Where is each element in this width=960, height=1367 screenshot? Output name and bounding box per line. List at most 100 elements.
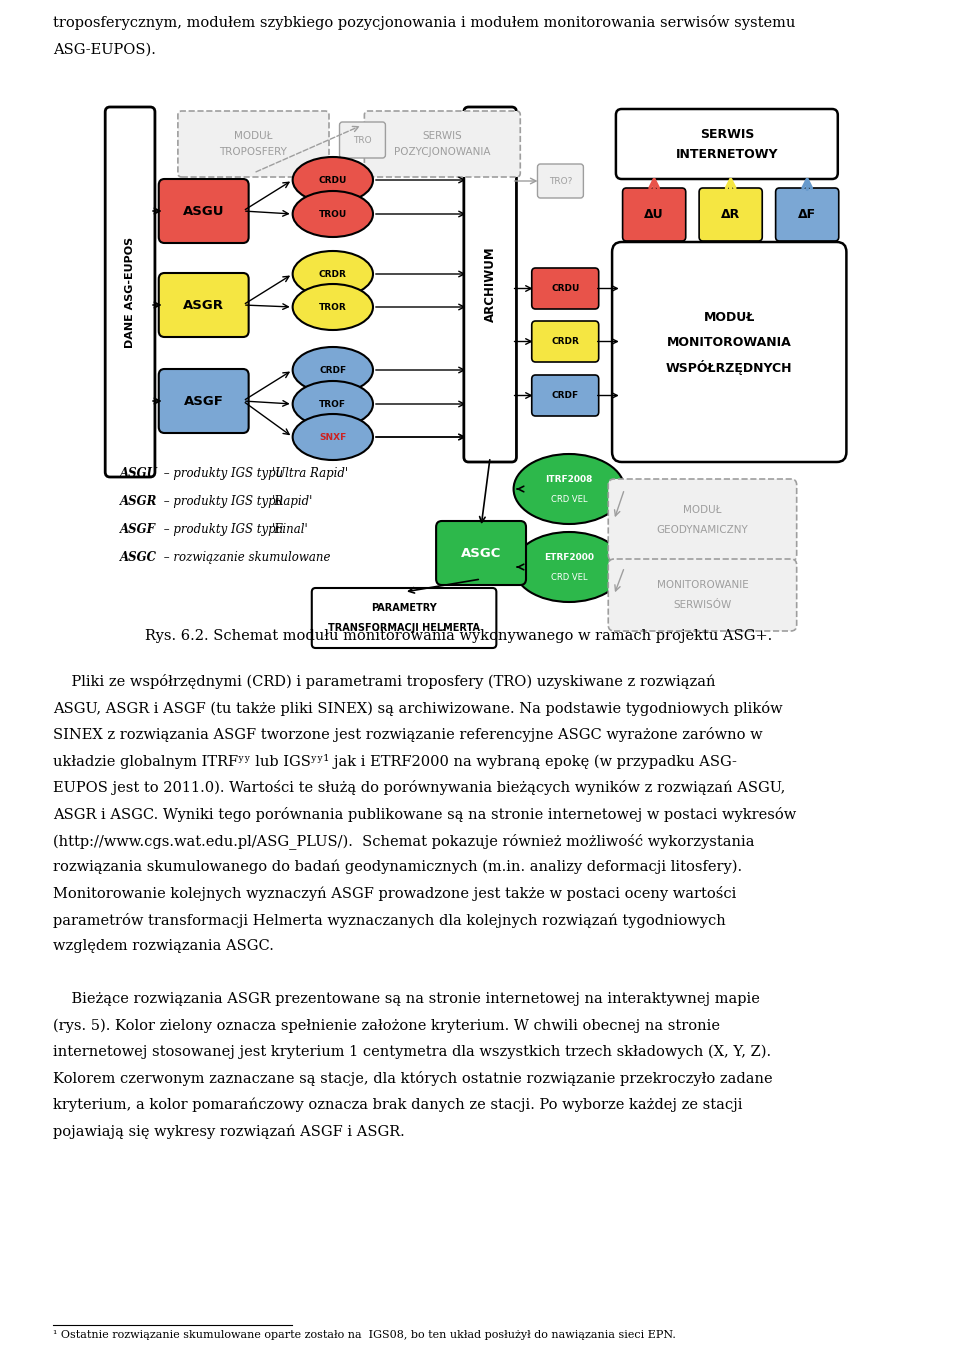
Ellipse shape [293,252,373,297]
FancyBboxPatch shape [609,559,797,632]
FancyBboxPatch shape [538,164,584,198]
Text: SERWISÓW: SERWISÓW [673,600,732,610]
Text: CRDR: CRDR [319,269,347,279]
Text: MODUŁ: MODUŁ [684,504,722,515]
Text: TROF: TROF [320,399,347,409]
Text: ETRF2000: ETRF2000 [544,552,594,562]
Text: ¹ Ostatnie rozwiązanie skumulowane oparte zostało na  IGS08, bo ten układ posłuż: ¹ Ostatnie rozwiązanie skumulowane opart… [53,1330,676,1340]
FancyBboxPatch shape [532,268,599,309]
FancyBboxPatch shape [312,588,496,648]
FancyBboxPatch shape [699,189,762,241]
Text: internetowej stosowanej jest kryterium 1 centymetra dla wszystkich trzech składo: internetowej stosowanej jest kryterium 1… [53,1044,771,1059]
Text: ARCHIWUM: ARCHIWUM [484,246,496,323]
Text: troposferycznym, modułem szybkiego pozycjonowania i modułem monitorowania serwis: troposferycznym, modułem szybkiego pozyc… [53,15,795,30]
Text: CRD VEL: CRD VEL [551,495,588,503]
Text: CRDU: CRDU [319,175,347,185]
Text: EUPOS jest to 2011.0). Wartości te służą do porównywania bieżących wyników z roz: EUPOS jest to 2011.0). Wartości te służą… [53,781,785,796]
FancyBboxPatch shape [158,273,249,338]
Text: TROU: TROU [319,209,347,219]
Text: SINEX z rozwiązania ASGF tworzone jest rozwiązanie referencyjne ASGC wyrażone za: SINEX z rozwiązania ASGF tworzone jest r… [53,727,762,742]
Text: CRDU: CRDU [551,284,580,293]
Text: Monitorowanie kolejnych wyznaczyń ASGF prowadzone jest także w postaci oceny war: Monitorowanie kolejnych wyznaczyń ASGF p… [53,886,736,901]
FancyBboxPatch shape [340,122,385,159]
Text: ASGU: ASGU [120,468,157,480]
Text: TRO?: TRO? [549,176,572,186]
Text: CRDR: CRDR [551,338,579,346]
Ellipse shape [293,414,373,461]
Text: TRO: TRO [353,135,372,145]
Text: ASGR: ASGR [183,298,225,312]
Text: kryterium, a kolor pomarańczowy oznacza brak danych ze stacji. Po wyborze każdej: kryterium, a kolor pomarańczowy oznacza … [53,1098,742,1113]
FancyBboxPatch shape [178,111,329,176]
Text: układzie globalnym ITRFʸʸ lub IGSʸʸ¹ jak i ETRF2000 na wybraną epokę (w przypadk: układzie globalnym ITRFʸʸ lub IGSʸʸ¹ jak… [53,753,736,768]
Text: – produkty IGS typu: – produkty IGS typu [159,495,287,509]
Text: – rozwiązanie skumulowane: – rozwiązanie skumulowane [159,551,330,565]
Text: CRDF: CRDF [552,391,579,401]
Ellipse shape [293,157,373,204]
Ellipse shape [293,284,373,329]
Text: TROPOSFERY: TROPOSFERY [220,148,287,157]
Text: Kolorem czerwonym zaznaczane są stacje, dla których ostatnie rozwiązanie przekro: Kolorem czerwonym zaznaczane są stacje, … [53,1072,772,1087]
Text: ΔR: ΔR [721,208,740,221]
Text: Pliki ze współrzędnymi (CRD) i parametrami troposfery (TRO) uzyskiwane z rozwiąz: Pliki ze współrzędnymi (CRD) i parametra… [53,674,715,689]
Text: ASGR: ASGR [120,495,156,509]
Text: ΔF: ΔF [798,208,816,221]
Text: MODUŁ: MODUŁ [234,131,273,141]
Text: – produkty IGS typu: – produkty IGS typu [159,524,287,536]
Text: (rys. 5). Kolor zielony oznacza spełnienie założone kryterium. W chwili obecnej : (rys. 5). Kolor zielony oznacza spełnien… [53,1018,720,1033]
Text: ASGU: ASGU [183,205,225,217]
Text: ΔU: ΔU [644,208,664,221]
Text: TROR: TROR [319,302,347,312]
FancyBboxPatch shape [609,478,797,560]
FancyBboxPatch shape [106,107,155,477]
FancyBboxPatch shape [612,242,847,462]
Text: SNXF: SNXF [319,432,347,442]
Text: 'Ultra Rapid': 'Ultra Rapid' [273,468,348,480]
Text: pojawiają się wykresy rozwiązań ASGF i ASGR.: pojawiają się wykresy rozwiązań ASGF i A… [53,1125,404,1139]
Text: ASGF: ASGF [120,524,156,536]
Text: Rys. 6.2. Schemat modułu monitorowania wykonywanego w ramach projektu ASG+.: Rys. 6.2. Schemat modułu monitorowania w… [145,629,773,642]
Text: SERWIS: SERWIS [422,131,462,141]
Text: (http://www.cgs.wat.edu.pl/ASG_PLUS/).  Schemat pokazuje również możliwość wykor: (http://www.cgs.wat.edu.pl/ASG_PLUS/). S… [53,833,755,849]
Text: rozwiązania skumulowanego do badań geodynamicznych (m.in. analizy deformacji lit: rozwiązania skumulowanego do badań geody… [53,860,742,874]
Text: GEODYNAMICZNY: GEODYNAMICZNY [657,525,749,534]
Text: ASGR i ASGC. Wyniki tego porównania publikowane są na stronie internetowej w pos: ASGR i ASGC. Wyniki tego porównania publ… [53,807,796,822]
Text: WSPÓŁRZĘDNYCH: WSPÓŁRZĘDNYCH [666,360,793,375]
FancyBboxPatch shape [365,111,520,176]
Text: ASG-EUPOS).: ASG-EUPOS). [53,42,156,57]
Text: MODUŁ: MODUŁ [704,310,755,324]
Text: ASGF: ASGF [183,395,224,407]
Ellipse shape [514,532,625,601]
FancyBboxPatch shape [532,375,599,416]
FancyBboxPatch shape [532,321,599,362]
FancyBboxPatch shape [616,109,838,179]
Ellipse shape [514,454,625,524]
FancyBboxPatch shape [158,179,249,243]
Text: CRDF: CRDF [320,365,347,375]
Text: – produkty IGS typu: – produkty IGS typu [159,468,287,480]
FancyBboxPatch shape [623,189,685,241]
Text: względem rozwiązania ASGC.: względem rozwiązania ASGC. [53,939,274,953]
Text: MONITOROWANIE: MONITOROWANIE [657,580,749,591]
Text: MONITOROWANIA: MONITOROWANIA [667,335,792,349]
Text: parametrów transformacji Helmerta wyznaczanych dla kolejnych rozwiązań tygodniow: parametrów transformacji Helmerta wyznac… [53,913,726,927]
Text: 'Final': 'Final' [273,524,309,536]
Text: CRD VEL: CRD VEL [551,573,588,581]
Text: ASGC: ASGC [461,547,501,559]
FancyBboxPatch shape [776,189,839,241]
Text: Bieżące rozwiązania ASGR prezentowane są na stronie internetowej na interaktywne: Bieżące rozwiązania ASGR prezentowane są… [53,992,759,1006]
FancyBboxPatch shape [158,369,249,433]
FancyBboxPatch shape [436,521,526,585]
Text: POZYCJONOWANIA: POZYCJONOWANIA [394,148,491,157]
FancyBboxPatch shape [464,107,516,462]
Ellipse shape [293,347,373,392]
Text: DANE ASG-EUPOS: DANE ASG-EUPOS [125,236,135,347]
Text: PARAMETRY: PARAMETRY [372,603,437,612]
Text: ITRF2008: ITRF2008 [545,474,592,484]
Text: ASGU, ASGR i ASGF (tu także pliki SINEX) są archiwizowane. Na podstawie tygodnio: ASGU, ASGR i ASGF (tu także pliki SINEX)… [53,700,782,715]
Text: TRANSFORMACJI HELMERTA: TRANSFORMACJI HELMERTA [328,623,480,633]
Ellipse shape [293,381,373,427]
Ellipse shape [293,191,373,236]
Text: ASGC: ASGC [120,551,156,565]
Text: 'Rapid': 'Rapid' [273,495,314,509]
